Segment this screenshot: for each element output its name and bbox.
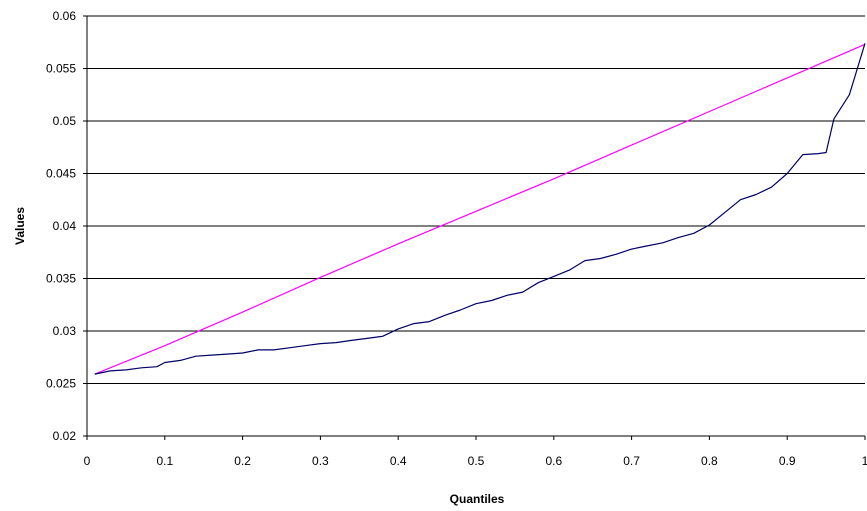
y-tick-label: 0.055 (46, 62, 76, 76)
x-tick-label: 0.9 (779, 454, 796, 468)
x-tick-label: 0 (84, 454, 91, 468)
x-tick-label: 0.3 (312, 454, 329, 468)
series-lines (94, 43, 866, 375)
y-tick-label: 0.04 (53, 219, 77, 233)
y-tick-label: 0.035 (46, 272, 76, 286)
x-tick-labels: 0 0.1 0.2 0.3 0.4 0.5 0.6 0.7 0.8 0.9 1 (84, 454, 867, 468)
x-tick-label: 0.7 (623, 454, 640, 468)
y-tick-label: 0.045 (46, 167, 76, 181)
x-tick-label: 0.5 (468, 454, 485, 468)
series-line-2 (94, 43, 866, 375)
y-tick-label: 0.02 (53, 429, 77, 443)
x-tick-label: 1 (862, 454, 867, 468)
x-tick-label: 0.8 (701, 454, 718, 468)
x-tick-label: 0.6 (545, 454, 562, 468)
y-tick-label: 0.025 (46, 377, 76, 391)
axes (83, 15, 866, 440)
y-tick-labels: 0.02 0.025 0.03 0.035 0.04 0.045 0.05 0.055 0.06 (46, 9, 76, 443)
x-tick-label: 0.1 (156, 454, 173, 468)
y-tick-label: 0.05 (53, 114, 77, 128)
y-tick-label: 0.03 (53, 324, 77, 338)
y-tick-label: 0.06 (53, 9, 77, 23)
x-tick-label: 0.2 (234, 454, 251, 468)
grid-lines (87, 15, 865, 384)
y-axis-title: Values (13, 207, 27, 245)
series-line-1 (94, 43, 866, 375)
x-axis-title: Quantiles (450, 492, 505, 506)
x-tick-label: 0.4 (390, 454, 407, 468)
